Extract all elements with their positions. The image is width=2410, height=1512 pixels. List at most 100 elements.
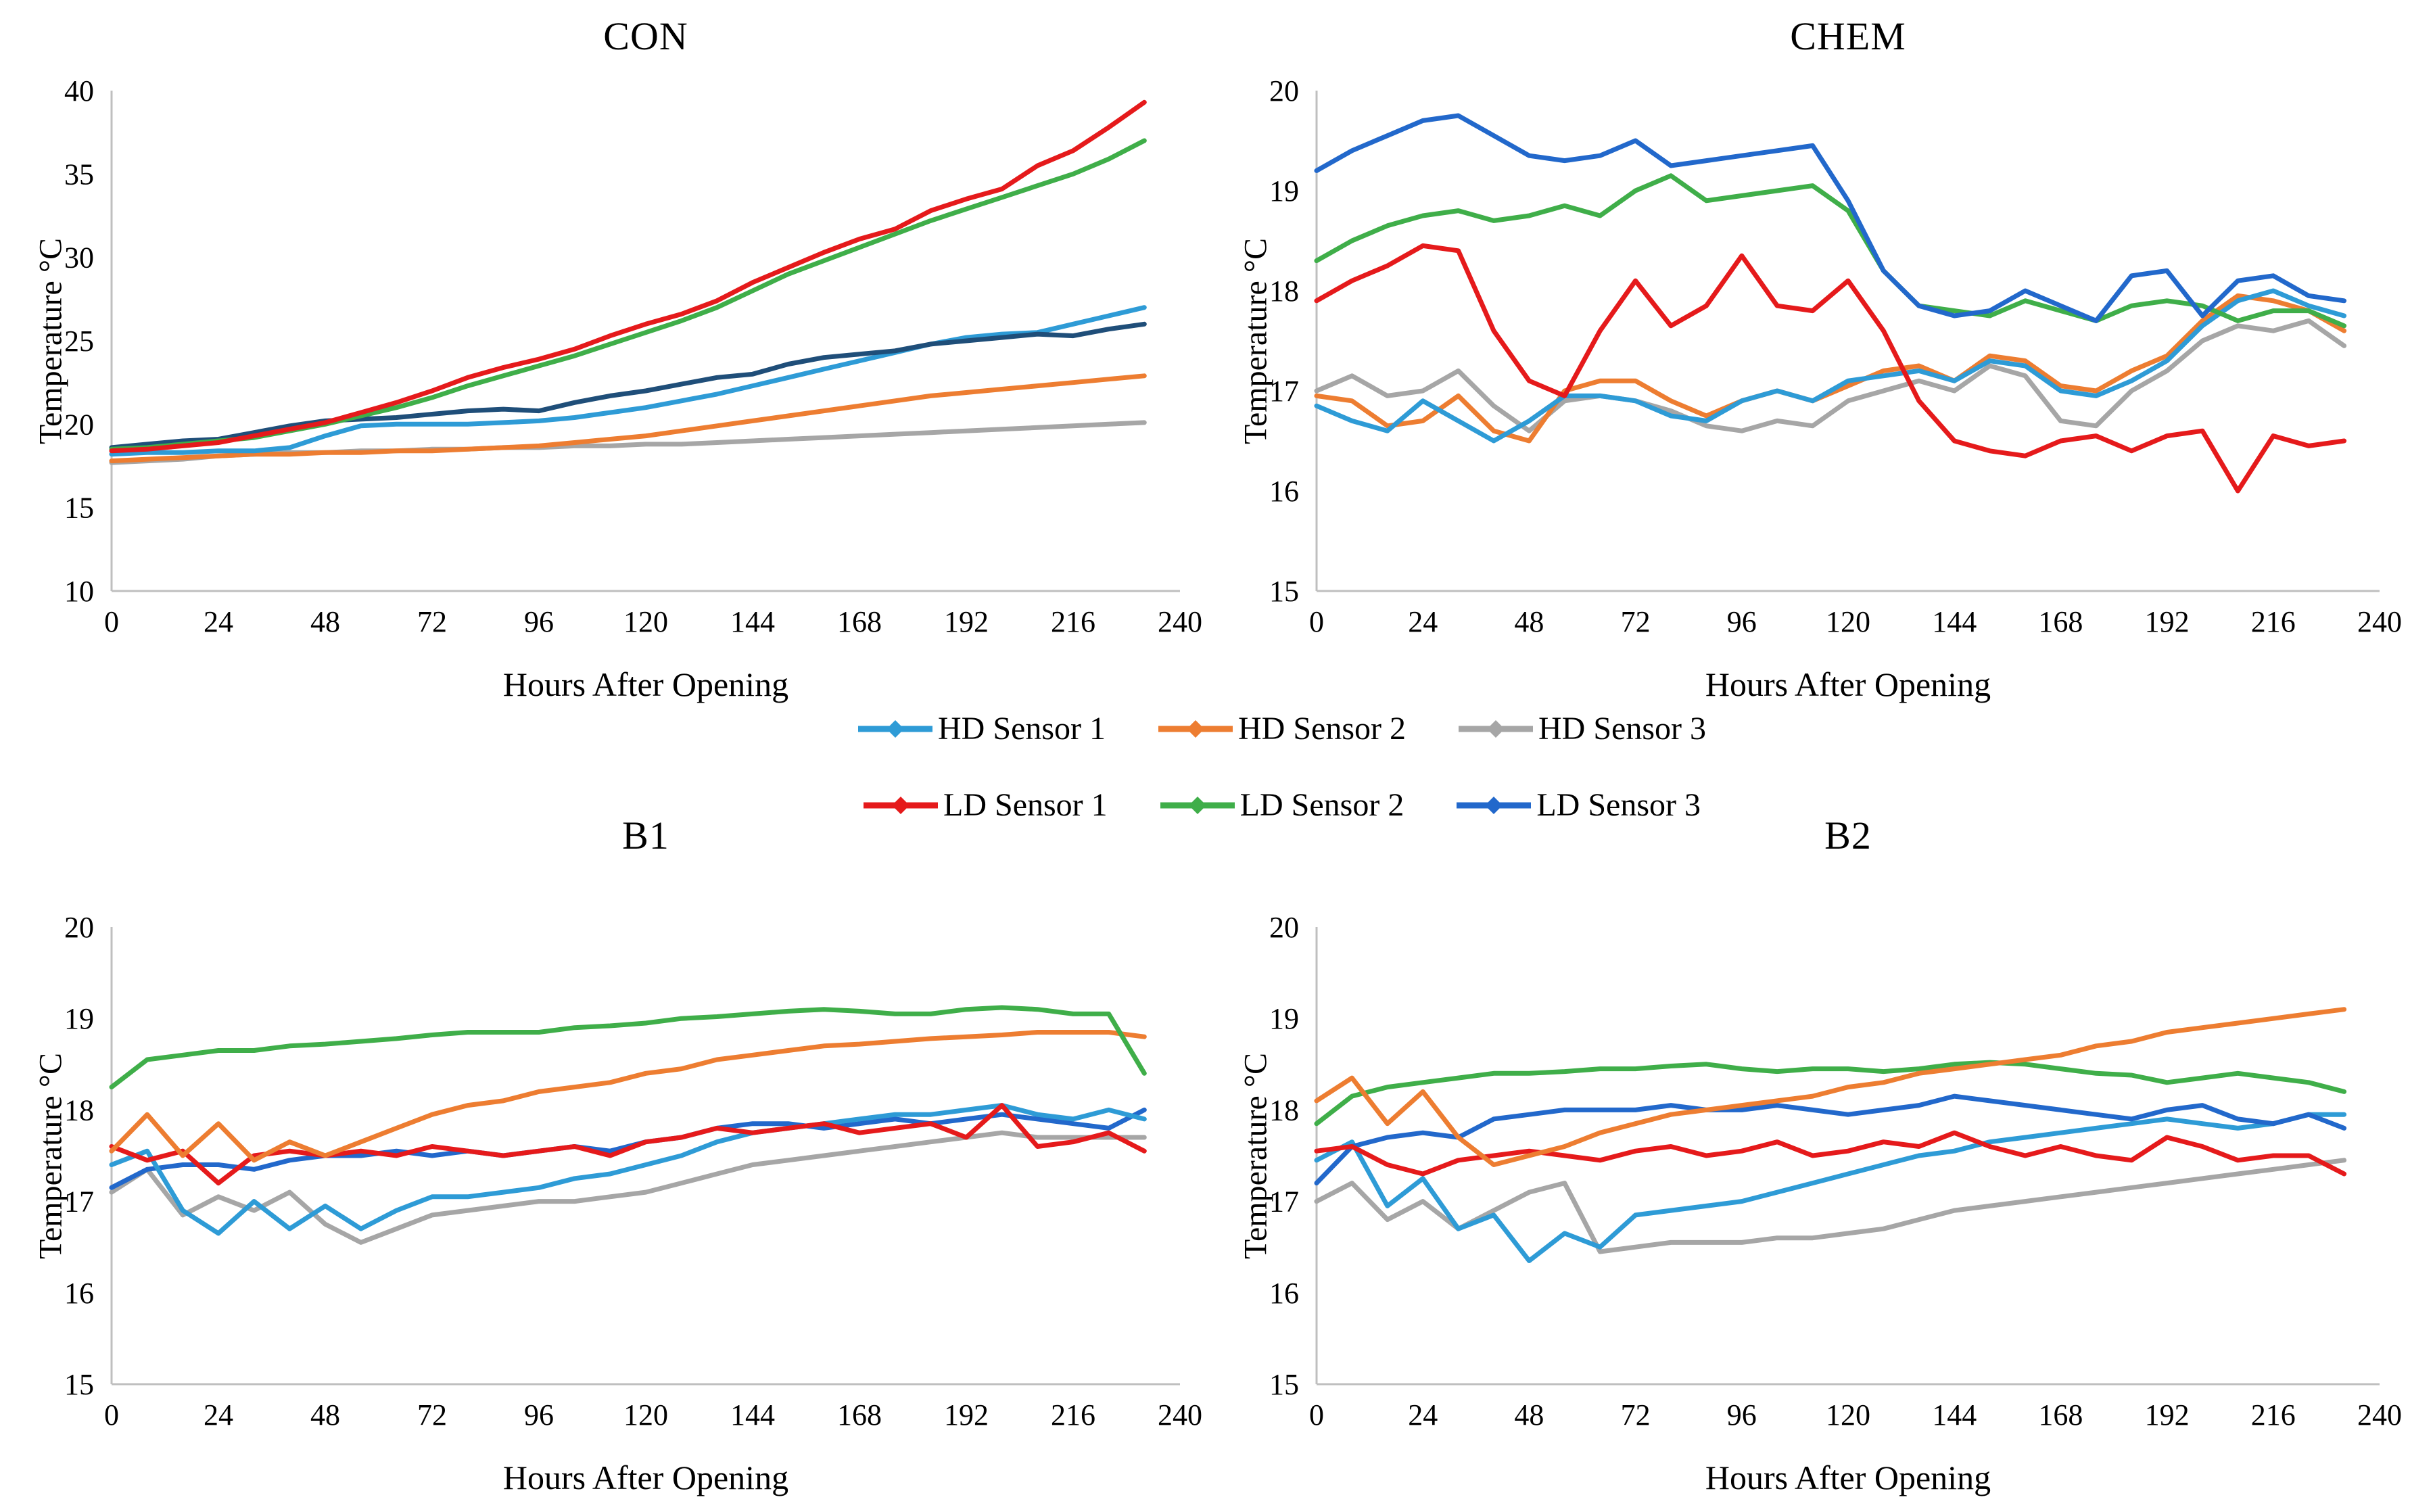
svg-text:48: 48 [1514, 1398, 1544, 1432]
svg-text:17: 17 [1269, 375, 1299, 408]
x-axis-label: Hours After Opening [502, 665, 789, 703]
svg-text:0: 0 [104, 605, 119, 638]
svg-text:192: 192 [944, 605, 989, 638]
svg-text:96: 96 [524, 605, 554, 638]
svg-text:168: 168 [837, 605, 882, 638]
svg-text:40: 40 [64, 74, 94, 108]
svg-text:168: 168 [2038, 605, 2083, 638]
svg-text:144: 144 [730, 605, 775, 638]
legend-row-ld: LD Sensor 1 LD Sensor 2 LD Sensor 3 [861, 786, 1701, 824]
chart-plot-b2: 15 16 17 18 19 20 0 24 48 72 96 120 144 168 192 216 240 [1269, 911, 2402, 1432]
svg-text:240: 240 [1158, 1398, 1202, 1432]
legend-item-label: HD Sensor 2 [1238, 711, 1406, 747]
svg-text:96: 96 [1727, 1398, 1757, 1432]
x-axis-label: Hours After Opening [502, 1459, 789, 1496]
svg-text:216: 216 [2251, 1398, 2296, 1432]
svg-text:96: 96 [524, 1398, 554, 1432]
svg-text:72: 72 [1621, 605, 1651, 638]
svg-text:48: 48 [310, 1398, 340, 1432]
legend-item-label: LD Sensor 2 [1239, 787, 1404, 823]
svg-text:48: 48 [310, 605, 340, 638]
x-axis-label: Hours After Opening [1705, 1459, 1991, 1496]
svg-text:16: 16 [1269, 1277, 1299, 1310]
y-axis-label: Temperature °C [1237, 237, 1274, 444]
svg-text:216: 216 [2251, 605, 2296, 638]
chart-panel-b1: B1 Temperature °C 15 16 17 18 19 20 0 24 48 72 96 1… [20, 809, 1210, 1499]
svg-text:168: 168 [2038, 1398, 2083, 1432]
svg-text:18: 18 [64, 1093, 94, 1127]
svg-text:15: 15 [64, 1368, 94, 1401]
y-axis-label: Temperature °C [32, 237, 69, 444]
legend-item-label: LD Sensor 1 [943, 787, 1108, 823]
svg-text:18: 18 [1269, 1093, 1299, 1127]
y-axis-label: Temperature °C [1237, 1052, 1274, 1259]
svg-text:240: 240 [2357, 605, 2402, 638]
chart-title-con: CON [603, 14, 688, 58]
svg-text:0: 0 [1309, 605, 1324, 638]
svg-text:216: 216 [1051, 1398, 1095, 1432]
svg-text:17: 17 [64, 1185, 94, 1219]
svg-text:192: 192 [2145, 1398, 2190, 1432]
svg-text:19: 19 [1269, 1002, 1299, 1035]
svg-text:144: 144 [730, 1398, 775, 1432]
svg-text:17: 17 [1269, 1185, 1299, 1219]
svg-text:24: 24 [1408, 1398, 1438, 1432]
svg-text:192: 192 [2145, 605, 2190, 638]
chart-plot-chem: 15 16 17 18 19 20 0 24 48 72 96 120 144 168 192 216 240 [1269, 74, 2402, 638]
svg-text:144: 144 [1932, 1398, 1977, 1432]
legend-row-hd: HD Sensor 1 HD Sensor 2 HD Sensor 3 [855, 710, 1706, 747]
svg-text:120: 120 [1826, 1398, 1870, 1432]
legend-item: HD Sensor 2 [1156, 710, 1406, 747]
svg-text:18: 18 [1269, 275, 1299, 308]
legend-line-marker-icon [1158, 719, 1233, 738]
chart-panel-chem: CHEM Temperature °C 15 16 17 18 19 20 0 24 48 72 9… [1225, 9, 2410, 706]
svg-text:0: 0 [1309, 1398, 1324, 1432]
legend-line-marker-icon [1459, 719, 1533, 738]
svg-text:120: 120 [623, 605, 668, 638]
chart-panel-con: CON Temperature °C 10 15 20 25 30 35 40 0 24 48 72… [20, 9, 1210, 706]
legend-item: HD Sensor 3 [1456, 710, 1706, 747]
legend-line-marker-icon [1457, 796, 1532, 814]
svg-text:15: 15 [1269, 575, 1299, 608]
svg-text:120: 120 [623, 1398, 668, 1432]
chart-plot-con: 10 15 20 25 30 35 40 0 24 48 72 96 120 144 168 192 216 24… [64, 74, 1202, 638]
legend-item: LD Sensor 1 [861, 786, 1108, 824]
svg-text:168: 168 [837, 1398, 882, 1432]
legend-item-label: LD Sensor 3 [1536, 787, 1701, 823]
svg-text:192: 192 [944, 1398, 989, 1432]
svg-text:24: 24 [1408, 605, 1438, 638]
legend-line-marker-icon [864, 796, 939, 814]
svg-text:72: 72 [1621, 1398, 1651, 1432]
svg-text:15: 15 [64, 492, 94, 525]
svg-text:24: 24 [204, 605, 233, 638]
svg-text:48: 48 [1514, 605, 1544, 638]
svg-text:19: 19 [1269, 174, 1299, 208]
svg-text:24: 24 [204, 1398, 233, 1432]
svg-text:30: 30 [64, 241, 94, 275]
legend-item-label: HD Sensor 1 [938, 711, 1106, 747]
legend-item: LD Sensor 2 [1158, 786, 1404, 824]
legend-item-label: HD Sensor 3 [1538, 711, 1706, 747]
svg-text:72: 72 [417, 605, 447, 638]
chart-title-chem: CHEM [1790, 14, 1906, 58]
legend: HD Sensor 1 HD Sensor 2 HD Sensor 3 LD S… [76, 710, 2410, 824]
chart-title-b2: B2 [1824, 813, 1872, 857]
chart-plot-b1: 15 16 17 18 19 20 0 24 48 72 96 120 144 168 192 216 240 [64, 911, 1202, 1432]
svg-text:35: 35 [64, 158, 94, 191]
svg-text:10: 10 [64, 575, 94, 608]
svg-text:20: 20 [1269, 911, 1299, 944]
chart-title-b1: B1 [622, 813, 669, 857]
svg-text:240: 240 [1158, 605, 1202, 638]
x-axis-label: Hours After Opening [1705, 665, 1991, 703]
svg-text:16: 16 [1269, 475, 1299, 508]
svg-text:72: 72 [417, 1398, 447, 1432]
svg-text:96: 96 [1727, 605, 1757, 638]
legend-line-marker-icon [1160, 796, 1235, 814]
svg-text:20: 20 [64, 408, 94, 441]
legend-item: LD Sensor 3 [1454, 786, 1701, 824]
svg-text:120: 120 [1826, 605, 1870, 638]
svg-text:16: 16 [64, 1277, 94, 1310]
svg-text:144: 144 [1932, 605, 1977, 638]
svg-text:216: 216 [1051, 605, 1095, 638]
